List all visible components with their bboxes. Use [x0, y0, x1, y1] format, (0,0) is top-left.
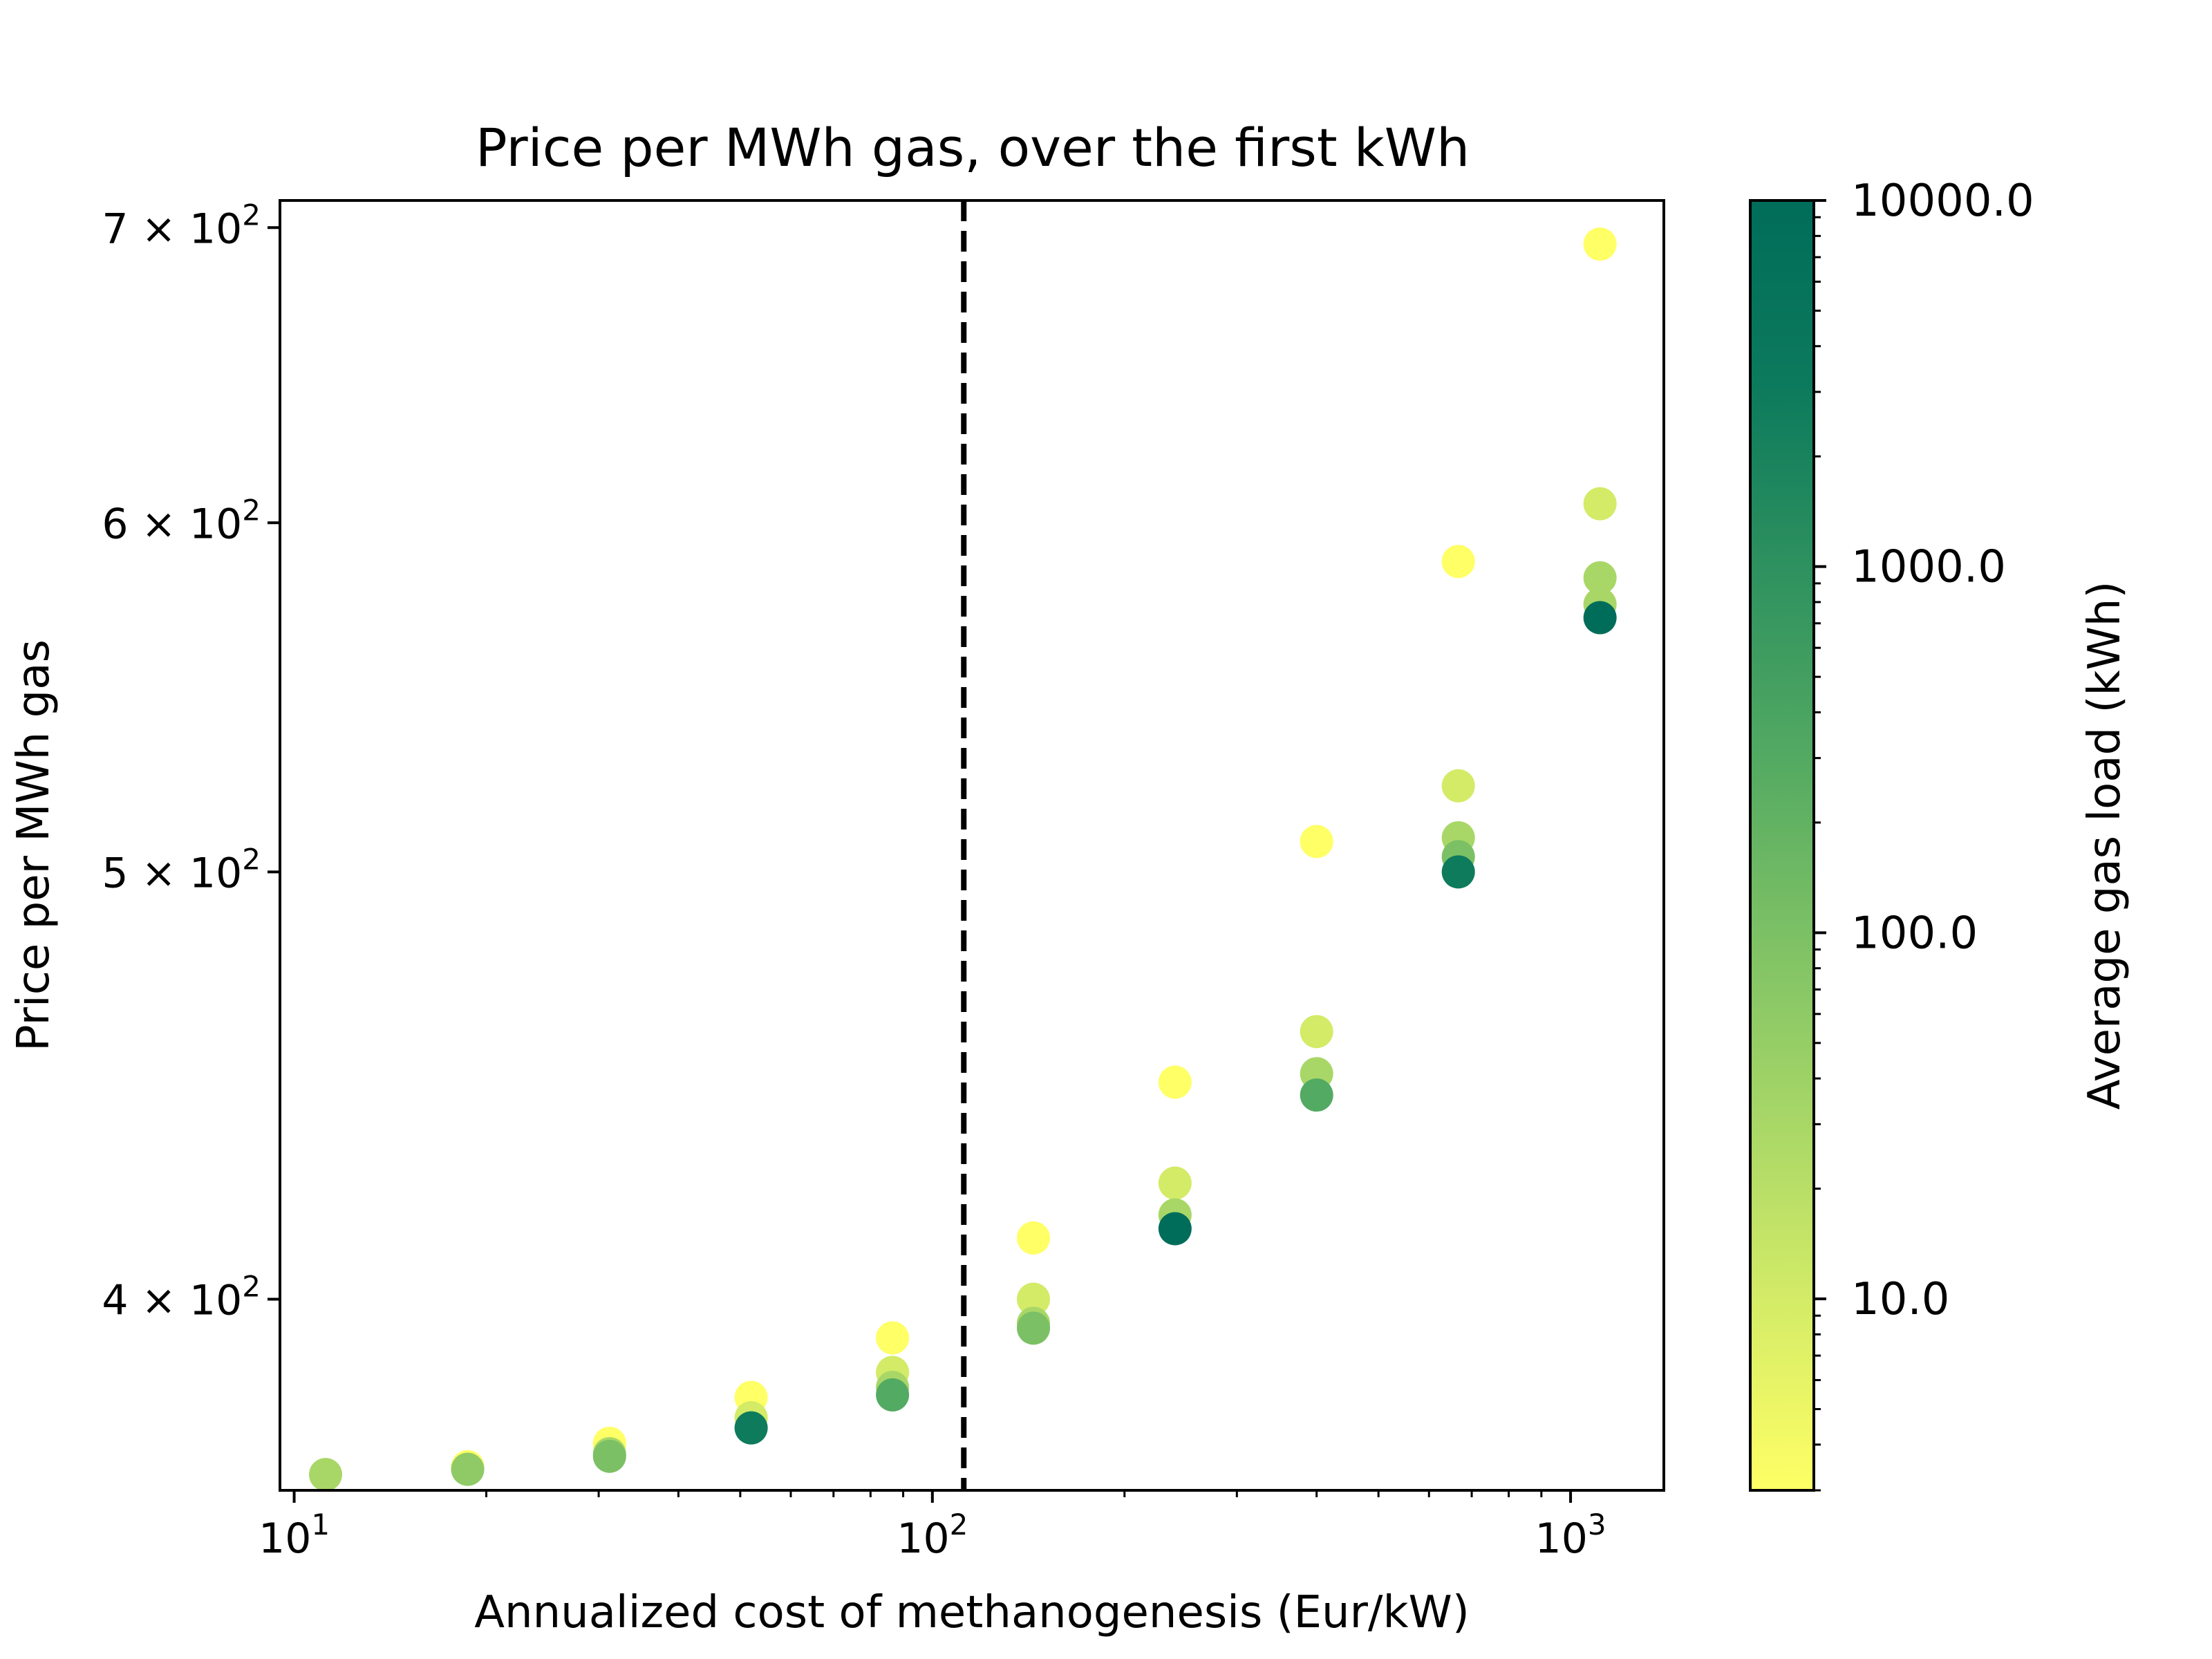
data-point — [1158, 1065, 1192, 1099]
data-point — [876, 1321, 910, 1355]
plot-frame — [279, 199, 1665, 1492]
data-point — [1583, 227, 1617, 261]
x-tick-label: 101 — [259, 1508, 330, 1563]
colorbar-ticks: 10.0 100.0 1000.0 10000.0 — [1814, 176, 2034, 1492]
data-point — [1583, 561, 1617, 594]
plot-background — [280, 200, 1664, 1490]
colorbar-label: Average gas load (kWh) — [2079, 581, 2130, 1110]
data-point — [1583, 601, 1617, 635]
y-axis: 4 × 102 5 × 102 6 × 102 7 × 102 — [102, 198, 280, 1324]
colorbar-tick-label: 10.0 — [1851, 1274, 1950, 1325]
data-point — [1300, 1015, 1333, 1049]
data-point — [451, 1452, 485, 1486]
colorbar-tick-label: 100.0 — [1851, 908, 1978, 959]
colorbar-gradient — [1749, 199, 1815, 1492]
y-tick-label: 5 × 102 — [102, 842, 261, 897]
data-point — [1300, 825, 1333, 859]
data-point — [1300, 1078, 1333, 1112]
data-point — [1158, 1166, 1192, 1200]
y-tick-label: 6 × 102 — [102, 493, 261, 548]
data-point — [1441, 769, 1475, 803]
y-axis-label: Price per MWh gas — [8, 639, 59, 1051]
data-point — [876, 1378, 910, 1412]
data-point — [1017, 1282, 1051, 1316]
data-point — [592, 1439, 626, 1473]
y-tick-label: 7 × 102 — [102, 198, 261, 253]
plot-area — [279, 199, 1665, 1492]
colorbar-tick-label: 10000.0 — [1851, 176, 2034, 227]
colorbar-tick-label: 1000.0 — [1851, 542, 2006, 593]
data-point — [1017, 1221, 1051, 1255]
x-axis: 101 102 103 — [259, 1490, 1606, 1563]
x-tick-label: 103 — [1535, 1508, 1606, 1563]
data-point — [1441, 855, 1475, 889]
data-point — [1441, 545, 1475, 579]
data-point — [1158, 1212, 1192, 1246]
data-point — [1017, 1311, 1051, 1345]
chart-title: Price per MWh gas, over the first kWh — [476, 117, 1470, 178]
data-point — [734, 1411, 768, 1445]
data-point — [309, 1458, 343, 1492]
y-tick-label: 4 × 102 — [102, 1269, 261, 1324]
data-point — [1583, 487, 1617, 521]
x-tick-label: 102 — [897, 1508, 968, 1563]
colorbar: 10.0 100.0 1000.0 10000.0 Average gas load … — [1749, 176, 2130, 1492]
x-axis-label: Annualized cost of methanogenesis (Eur/k… — [474, 1587, 1470, 1638]
data-points — [309, 227, 1617, 1492]
